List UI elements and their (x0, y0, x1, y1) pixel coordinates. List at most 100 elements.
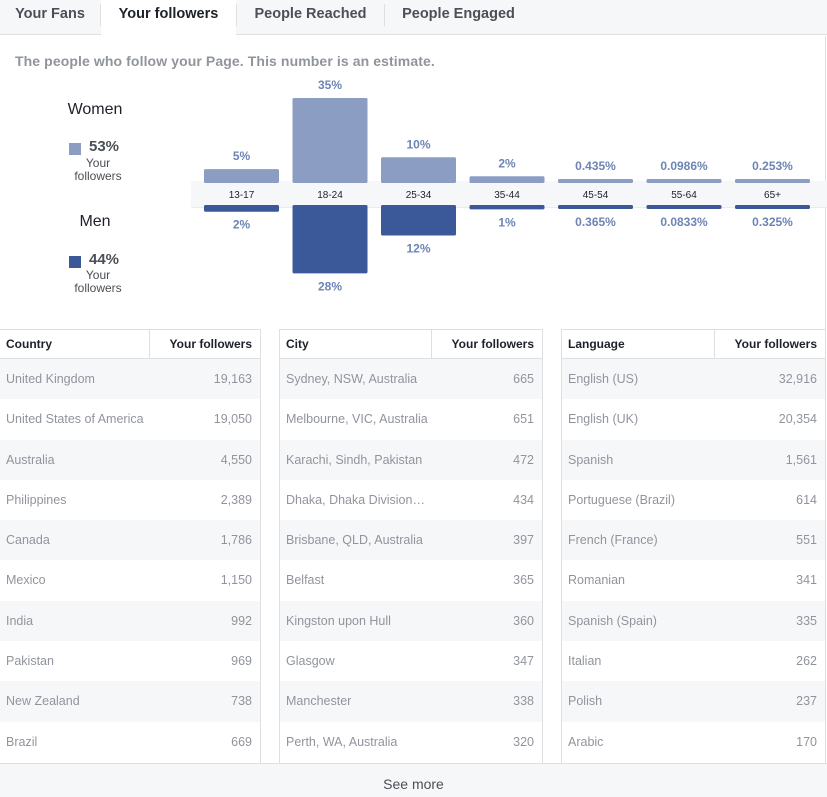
cell-name: Karachi, Sindh, Pakistan (286, 452, 423, 467)
cell-value: 19,050 (213, 412, 252, 427)
cell-value: 341 (796, 573, 817, 588)
tick-label-35-44: 35-44 (494, 190, 520, 201)
cell-name: Dhaka, Dhaka Division… (286, 492, 425, 507)
bar-men-45-54 (558, 205, 633, 209)
women-percent: 53% (89, 138, 120, 155)
table-row: Karachi, Sindh, Pakistan 472 (280, 439, 542, 480)
cell-name: English (US) (568, 372, 639, 386)
table-row: Brazil 669 (0, 722, 260, 762)
cell-value: 19,163 (213, 372, 252, 386)
cell-name: English (UK) (568, 412, 639, 427)
label-men-35-44: 1% (498, 215, 516, 229)
tick-label-18-24: 18-24 (317, 190, 343, 201)
table-row: Kingston upon Hull 360 (280, 600, 542, 642)
cell-value: 992 (231, 613, 252, 628)
cell-name: Spanish (568, 452, 614, 467)
bar-women-65-plus (735, 179, 810, 183)
cell-name: Brisbane, QLD, Australia (286, 533, 423, 548)
table-divider (279, 329, 280, 763)
cell-value: 969 (231, 654, 252, 669)
table-row: Perth, WA, Australia 320 (280, 722, 542, 762)
footer: See more (0, 763, 827, 797)
label-men-65-plus: 0.325% (752, 215, 793, 229)
tab-your-followers[interactable]: Your followers (101, 0, 236, 36)
table-row: Pakistan 969 (0, 641, 260, 681)
column-header[interactable]: City (286, 337, 309, 351)
cell-name: Melbourne, VIC, Australia (286, 412, 428, 427)
table-row: Dhaka, Dhaka Division… 434 (280, 480, 542, 520)
cell-name: Portuguese (Brazil) (568, 492, 675, 507)
cell-value: 434 (513, 492, 534, 507)
bar-women-18-24 (292, 98, 368, 183)
cell-name: United Kingdom (6, 372, 95, 386)
cell-value: 262 (796, 654, 817, 669)
cell-value: 365 (513, 573, 534, 588)
label-women-55-64: 0.0986% (660, 159, 708, 173)
cell-value: 4,550 (220, 452, 252, 467)
cell-value: 1,786 (220, 533, 252, 548)
table-row: Polish 237 (562, 681, 825, 722)
label-men-45-54: 0.365% (575, 215, 616, 229)
table-row: Canada 1,786 (0, 520, 260, 561)
tab-bar: Your Fans Your followers People Reached … (0, 0, 827, 36)
table-divider (260, 329, 261, 763)
cell-name: Mexico (6, 573, 46, 588)
bar-women-25-34 (381, 157, 456, 183)
cell-value: 320 (513, 734, 534, 749)
label-women-13-17: 5% (233, 149, 251, 163)
tab-your-fans[interactable]: Your Fans (15, 6, 85, 22)
label-women-18-24: 35% (318, 78, 342, 92)
tick-label-45-54: 45-54 (583, 190, 609, 201)
table-row: Australia 4,550 (0, 439, 260, 480)
men-percent: 44% (89, 251, 120, 268)
cell-name: French (France) (568, 533, 658, 548)
table-row: Brisbane, QLD, Australia 397 (280, 520, 542, 561)
age-gender-chart: 5% 2% 13-17 35% 28% 18-24 10% 12% 25-34 2% 1% 35-44… (191, 78, 827, 293)
cell-value: 397 (513, 533, 534, 548)
table-header: Language Your followers (562, 329, 825, 359)
bar-men-55-64 (646, 205, 722, 209)
column-separator (714, 330, 715, 359)
cell-value: 1,561 (785, 452, 817, 467)
cell-value: 665 (513, 372, 534, 386)
column-header-followers[interactable]: Your followers (734, 337, 817, 351)
tick-label-13-17: 13-17 (229, 190, 255, 201)
column-header-followers[interactable]: Your followers (451, 337, 534, 351)
cell-value: 237 (796, 694, 817, 709)
column-header[interactable]: Country (6, 337, 52, 351)
table-row: United States of America 19,050 (0, 399, 260, 439)
men-swatch (69, 256, 81, 268)
table-row: India 992 (0, 600, 260, 642)
women-label: Women (67, 101, 123, 118)
cell-value: 2,389 (220, 492, 252, 507)
bar-men-65-plus (735, 205, 810, 209)
tab-people-reached[interactable]: People Reached (254, 6, 367, 22)
column-header[interactable]: Language (568, 337, 625, 351)
cell-name: Manchester (286, 694, 352, 709)
see-more-link[interactable]: See more (383, 776, 444, 792)
table-row: English (US) 32,916 (562, 359, 825, 400)
column-separator (431, 330, 432, 359)
tab-people-engaged[interactable]: People Engaged (402, 6, 515, 22)
cell-name: Romanian (568, 573, 625, 588)
tab-separator (236, 4, 237, 26)
bar-women-45-54 (558, 179, 633, 183)
table-row: New Zealand 738 (0, 681, 260, 722)
column-header-followers[interactable]: Your followers (169, 337, 252, 351)
women-sub: Your followers (74, 156, 122, 183)
age-axis-band (191, 181, 827, 207)
cell-name: New Zealand (6, 694, 80, 709)
cell-value: 614 (796, 492, 817, 507)
cell-value: 669 (231, 734, 252, 749)
table-row: Italian 262 (562, 641, 825, 681)
cell-name: Polish (568, 694, 603, 709)
label-women-25-34: 10% (406, 137, 430, 151)
table-row: French (France) 551 (562, 520, 825, 561)
cell-name: Arabic (568, 734, 604, 749)
cell-value: 170 (796, 734, 817, 749)
table-row: United Kingdom 19,163 (0, 359, 260, 400)
women-swatch (69, 143, 81, 155)
cell-value: 338 (513, 694, 534, 709)
city-table: City Your followers Sydney, NSW, Australia… (280, 329, 542, 762)
country-table: Country Your followers United Kingdom 19,16… (0, 329, 260, 762)
